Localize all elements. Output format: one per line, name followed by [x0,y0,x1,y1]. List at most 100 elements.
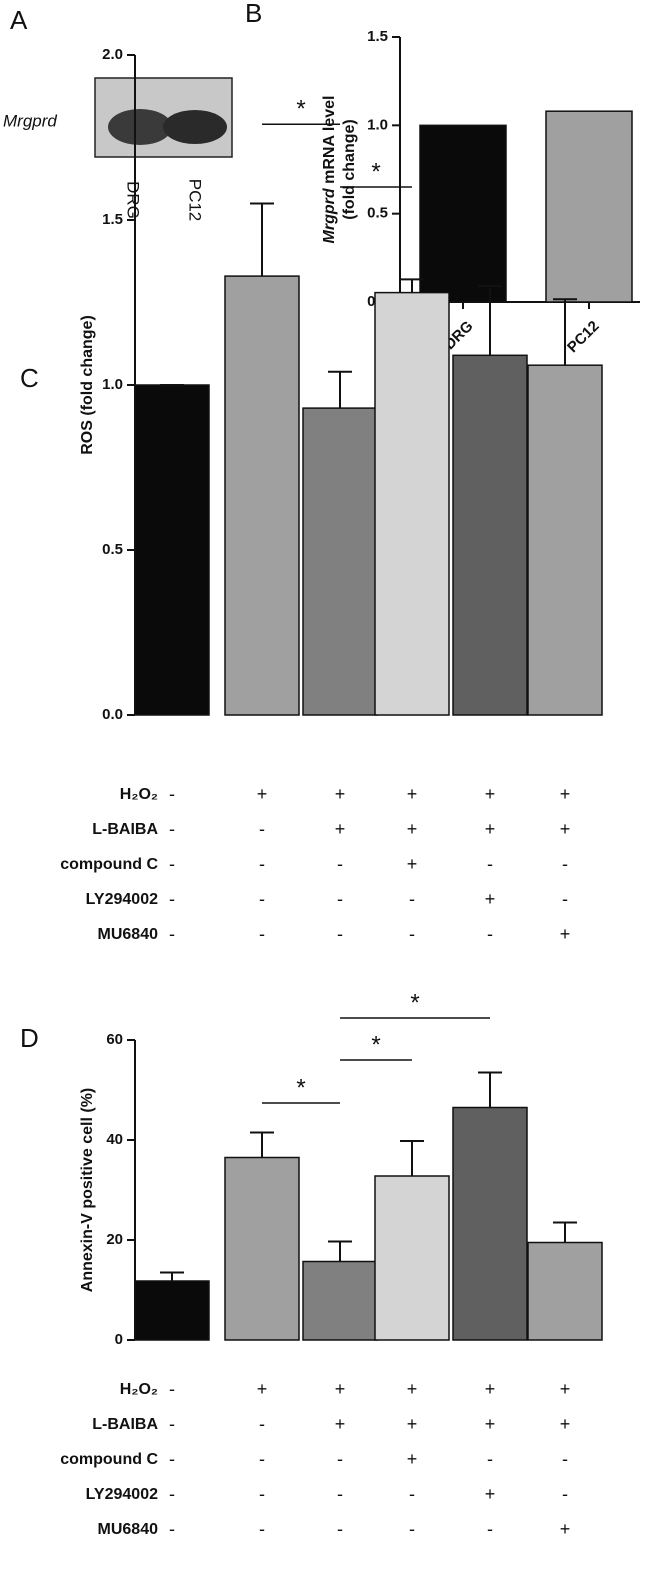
treatment-mark: - [562,1449,568,1469]
error-bar [328,1240,352,1262]
significance-label: * [296,96,305,123]
y-tick-label: 0.5 [102,541,123,558]
treatment-mark: - [562,889,568,909]
bar [224,275,300,716]
treatment-mark: + [560,1519,571,1539]
x-tick-label: PC12 [564,318,603,357]
y-tick-label: 0.5 [367,205,388,222]
y-tick-label: 1.0 [367,116,388,133]
treatment-mark: - [337,854,343,874]
bar [224,1156,300,1341]
treatment-mark: + [485,889,496,909]
treatment-mark: + [485,1414,496,1434]
gel-band [163,110,227,144]
treatment-mark: - [562,854,568,874]
treatment-mark: - [487,1449,493,1469]
error-bar [553,298,577,366]
y-tick-label: 20 [106,1231,123,1248]
treatment-mark: + [335,1379,346,1399]
treatment-mark: - [409,1519,415,1539]
treatment-name: H₂O₂ [120,786,158,803]
treatment-mark: - [562,1484,568,1504]
treatment-mark: - [487,1519,493,1539]
treatment-mark: - [169,854,175,874]
treatment-mark: + [335,1414,346,1434]
y-axis-label: Annexin-V positive cell (%) [79,1088,96,1292]
treatment-name: H₂O₂ [120,1381,158,1398]
y-tick-label: 0 [115,1331,123,1348]
treatment-mark: + [485,1484,496,1504]
error-bar [250,202,274,277]
treatment-mark: + [560,1414,571,1434]
treatment-mark: - [337,1519,343,1539]
treatment-mark: - [259,1414,265,1434]
treatment-mark: - [259,924,265,944]
panel-letter: C [20,363,39,393]
significance-label: * [371,1031,380,1058]
y-tick-label: 0.0 [102,706,123,723]
error-bar [553,1221,577,1243]
treatment-mark: + [560,924,571,944]
treatment-name: MU6840 [98,926,159,943]
treatment-mark: + [407,1414,418,1434]
treatment-mark: + [560,1379,571,1399]
treatment-mark: + [335,819,346,839]
treatment-name: LY294002 [86,1486,158,1503]
treatment-mark: - [487,854,493,874]
gene-label: Mrgprd [3,111,57,130]
bar [302,1260,378,1341]
error-bar [478,1071,502,1108]
treatment-mark: + [407,784,418,804]
treatment-mark: - [169,1414,175,1434]
treatment-mark: - [259,854,265,874]
treatment-name: compound C [60,1451,158,1468]
panel-letter: B [245,0,262,28]
treatment-mark: + [560,784,571,804]
y-tick-label: 1.5 [102,211,123,228]
treatment-mark: + [407,854,418,874]
error-bar [400,278,424,293]
y-tick-label: 1.0 [102,376,123,393]
lane-label: PC12 [186,179,205,222]
error-bar [160,1271,184,1281]
treatment-mark: - [409,924,415,944]
treatment-mark: - [259,819,265,839]
error-bar [478,285,502,356]
significance-label: * [371,158,380,185]
bar [452,1106,528,1341]
bar [134,1280,210,1341]
panel-letter: D [20,1023,39,1053]
treatment-mark: + [485,819,496,839]
treatment-mark: + [485,784,496,804]
lane-label: DRG [124,181,143,219]
panel-letter: A [10,5,28,35]
treatment-mark: - [409,1484,415,1504]
treatment-mark: + [560,819,571,839]
treatment-mark: - [169,924,175,944]
treatment-mark: + [335,784,346,804]
treatment-name: LY294002 [86,891,158,908]
error-bar [400,1140,424,1176]
treatment-mark: - [337,889,343,909]
error-bar [328,370,352,409]
treatment-mark: - [169,1449,175,1469]
bar [374,291,450,716]
bar [419,124,507,303]
treatment-mark: - [169,889,175,909]
treatment-mark: - [169,1379,175,1399]
treatment-name: L-BAIBA [92,821,158,838]
treatment-mark: - [337,924,343,944]
treatment-mark: + [407,1379,418,1399]
treatment-name: MU6840 [98,1521,159,1538]
y-tick-label: 40 [106,1131,123,1148]
treatment-mark: - [169,784,175,804]
bar [134,384,210,716]
bar [452,354,528,716]
treatment-mark: - [259,1519,265,1539]
y-axis-label: Mrgprd mRNA level (fold change) [321,96,358,244]
y-label-text: mRNA level [321,96,338,184]
y-axis-label: ROS (fold change) [79,315,96,455]
bar [545,110,633,303]
bar [527,1241,603,1341]
